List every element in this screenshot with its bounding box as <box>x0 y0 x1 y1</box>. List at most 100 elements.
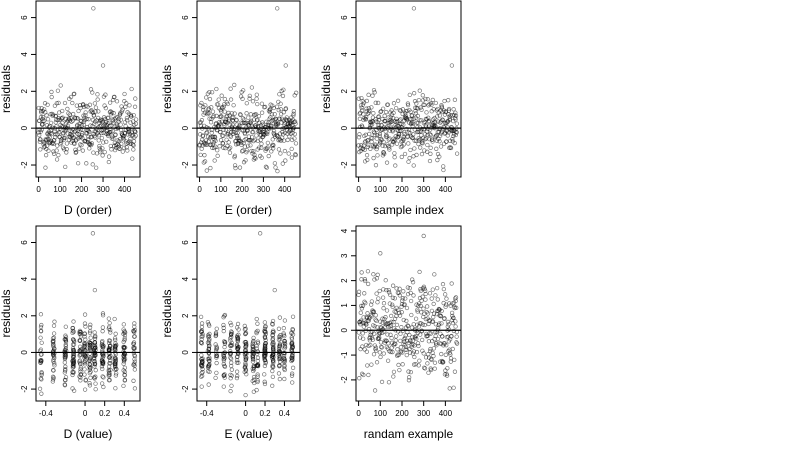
data-point <box>222 375 227 380</box>
data-point <box>370 93 375 98</box>
data-point <box>88 123 93 128</box>
y-tick-label: -2 <box>181 161 190 169</box>
data-point <box>401 289 406 294</box>
data-point <box>51 375 56 380</box>
data-point <box>418 145 423 150</box>
data-point <box>223 145 228 151</box>
data-point <box>410 280 416 285</box>
x-tick-label: 0.2 <box>99 409 111 418</box>
data-point <box>87 346 93 352</box>
data-point <box>87 340 92 345</box>
data-point <box>129 114 134 119</box>
data-point <box>270 368 275 374</box>
data-point <box>87 330 93 336</box>
data-point <box>250 353 256 358</box>
data-point <box>386 137 391 142</box>
data-point <box>132 329 137 335</box>
data-point <box>108 343 113 348</box>
data-point <box>94 165 99 170</box>
data-point <box>418 117 424 123</box>
data-point <box>365 269 371 274</box>
data-point <box>91 150 96 155</box>
data-point <box>93 333 98 338</box>
data-point <box>223 119 228 124</box>
data-point <box>93 347 98 353</box>
data-point <box>290 354 295 359</box>
x-tick-label: 100 <box>214 185 228 194</box>
data-point <box>237 125 242 130</box>
data-point <box>264 165 269 170</box>
data-point <box>122 365 128 370</box>
data-point <box>374 136 379 141</box>
data-point <box>255 341 261 346</box>
data-point <box>358 310 363 315</box>
data-point <box>361 112 366 117</box>
data-point <box>59 137 64 142</box>
data-point <box>207 336 212 342</box>
data-point <box>240 148 245 153</box>
data-point <box>372 343 378 348</box>
data-point <box>133 117 139 122</box>
outlier-point <box>411 6 417 11</box>
data-point <box>445 319 451 325</box>
data-point <box>228 97 234 102</box>
data-point <box>365 157 370 163</box>
data-point <box>270 363 275 368</box>
data-point <box>446 322 451 327</box>
data-point <box>45 117 51 122</box>
data-point <box>441 164 446 169</box>
data-point <box>226 140 231 145</box>
data-point <box>254 316 259 322</box>
data-point <box>214 86 219 92</box>
data-point <box>270 322 275 327</box>
data-point <box>107 100 113 105</box>
data-point <box>437 139 442 144</box>
x-tick-label: 100 <box>374 185 388 194</box>
data-point <box>251 339 256 345</box>
data-point <box>427 158 433 164</box>
data-point <box>362 347 367 352</box>
data-point <box>380 143 385 148</box>
data-point <box>382 151 387 157</box>
data-point <box>444 296 449 301</box>
data-point <box>408 339 413 344</box>
data-point <box>95 92 100 97</box>
data-point <box>364 115 369 120</box>
data-point <box>452 369 458 374</box>
data-point <box>292 119 298 124</box>
data-point <box>388 313 394 319</box>
data-point <box>373 345 379 350</box>
data-point <box>387 292 393 297</box>
data-point <box>232 82 237 88</box>
data-point <box>262 363 268 369</box>
data-point <box>227 150 233 155</box>
data-point <box>364 322 369 327</box>
data-point <box>235 373 240 379</box>
data-point <box>276 326 282 331</box>
data-point <box>199 374 204 379</box>
data-point <box>408 290 413 296</box>
data-point <box>206 334 212 339</box>
y-tick-label: 4 <box>20 52 29 57</box>
data-point <box>372 132 378 137</box>
data-point <box>374 146 379 152</box>
data-point <box>248 120 253 126</box>
data-point <box>381 301 387 306</box>
data-point <box>381 125 387 130</box>
data-point <box>414 101 419 106</box>
data-point <box>392 155 397 160</box>
data-point <box>262 320 268 325</box>
data-point <box>385 102 391 107</box>
data-point <box>370 337 376 342</box>
data-point <box>125 148 130 153</box>
y-tick-label: 2 <box>340 89 349 94</box>
data-point <box>131 113 136 118</box>
data-point <box>435 297 440 302</box>
data-point <box>428 145 433 150</box>
data-point <box>199 100 204 106</box>
data-point <box>100 374 105 379</box>
data-point <box>277 376 283 382</box>
data-point <box>108 143 113 149</box>
data-point <box>433 120 438 125</box>
data-point <box>221 145 226 150</box>
